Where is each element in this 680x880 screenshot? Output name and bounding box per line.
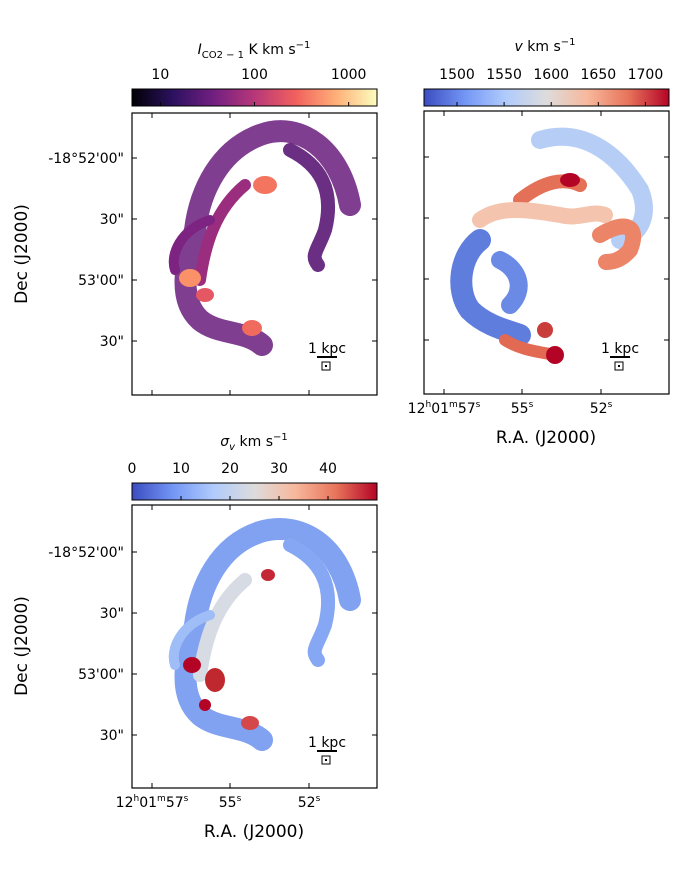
intensity-knot-west	[179, 269, 201, 287]
beam-dispersion	[325, 759, 327, 761]
dispersion-arm-outer	[174, 518, 361, 751]
colorbar-tick-label: 10	[172, 461, 190, 477]
colorbar-tick-label: 20	[221, 461, 239, 477]
dispersion-arm-ne	[283, 538, 336, 667]
dispersion-knot-west	[183, 657, 201, 673]
map-intensity-frame	[131, 112, 378, 396]
map-dispersion-ticks: -18°52'00" 30" 53'00" 30" 12h01m57s 55s 52s	[48, 505, 377, 811]
velocity-knot-south	[546, 346, 564, 364]
intensity-arm-inner	[194, 179, 251, 286]
colorbar-tick-label: 10	[151, 67, 169, 83]
colorbar-title-velocity: v km s−1	[515, 37, 576, 55]
colorbar-dispersion: 0 10 20 30 40	[128, 461, 378, 501]
velocity-bar	[472, 202, 613, 228]
ra-tick-label: 52s	[298, 794, 321, 811]
ra-tick-label: 55s	[511, 400, 534, 417]
dec-tick-label: 53'00"	[78, 667, 124, 683]
map-dispersion: 1 kpc -18°52'00" 30" 53'00" 30" 12h01m57s 55s…	[48, 504, 378, 811]
ra-tick-label: 52s	[590, 400, 613, 417]
beam-velocity	[618, 365, 620, 367]
colorbar-velocity-ticks: 1500 1550 1600 1650 1700	[439, 67, 663, 106]
dispersion-knot-center	[205, 668, 225, 692]
dec-tick-label: 30"	[100, 334, 124, 350]
colorbar-tick-label: 1000	[331, 67, 367, 83]
xlabel-dispersion: R.A. (J2000)	[204, 822, 304, 842]
beam-dispersion-box	[321, 755, 331, 765]
colorbar-dispersion-ticks: 0 10 20 30 40	[128, 461, 337, 500]
intensity-arm-outer-ne	[283, 143, 336, 272]
colorbar-tick-label: 40	[319, 461, 337, 477]
dec-tick-label: -18°52'00"	[48, 151, 124, 167]
ylabel-dispersion: Dec (J2000)	[12, 596, 32, 696]
colorbar-dispersion-gradient	[132, 483, 377, 500]
dispersion-emission	[168, 518, 361, 751]
scale-bar-intensity-label: 1 kpc	[308, 341, 346, 357]
panel-dispersion: σv km s−1 0 10 20 30 40 1 kpc	[48, 432, 378, 842]
colorbar-intensity-gradient	[132, 89, 377, 106]
ylabel-intensity: Dec (J2000)	[12, 204, 32, 304]
velocity-knot-north	[560, 173, 580, 187]
colorbar-tick-label: 0	[128, 461, 137, 477]
colorbar-title-dispersion: σv km s−1	[220, 432, 288, 453]
dispersion-arm-west	[168, 610, 215, 670]
ra-tick-label: 12h01m57s	[408, 400, 481, 417]
colorbar-tick-label: 30	[270, 461, 288, 477]
dec-tick-label: -18°52'00"	[48, 545, 124, 561]
dispersion-knot-south	[241, 716, 259, 730]
beam-velocity-box	[614, 361, 624, 371]
intensity-knot-south	[242, 320, 262, 336]
colorbar-dispersion-frame	[131, 482, 378, 501]
ra-tick-label: 55s	[219, 794, 242, 811]
colorbar-title-intensity: ICO2 − 1 K km s−1	[198, 40, 311, 61]
intensity-knot-north	[253, 176, 277, 194]
scale-bar-intensity: 1 kpc	[308, 341, 346, 371]
map-velocity: 1 kpc 12h01m57s 55s 52s	[408, 110, 670, 417]
colorbar-velocity: 1500 1550 1600 1650 1700	[423, 67, 670, 107]
colorbar-tick-label: 1600	[533, 67, 569, 83]
dec-tick-label: 30"	[100, 212, 124, 228]
map-intensity-ticks: -18°52'00" 30" 53'00" 30"	[48, 113, 377, 395]
intensity-bar-west	[168, 215, 215, 275]
dispersion-knot-southwest	[199, 699, 211, 711]
scale-bar-velocity: 1 kpc	[601, 341, 639, 371]
colorbar-intensity: 10 100 1000	[131, 67, 378, 107]
colorbar-velocity-gradient	[424, 89, 669, 106]
velocity-knot-southwest	[537, 322, 553, 338]
dispersion-bar	[193, 573, 252, 682]
colorbar-intensity-ticks: 10 100 1000	[151, 67, 366, 106]
scale-bar-dispersion: 1 kpc	[308, 735, 346, 765]
ra-tick-label: 12h01m57s	[116, 794, 189, 811]
velocity-center	[491, 251, 528, 314]
dec-tick-label: 30"	[100, 606, 124, 622]
velocity-arm-ne	[592, 218, 642, 270]
beam-intensity-box	[321, 361, 331, 371]
velocity-emission	[450, 127, 653, 364]
colorbar-tick-label: 1650	[581, 67, 617, 83]
colorbar-tick-label: 100	[241, 67, 268, 83]
map-velocity-frame	[423, 110, 670, 395]
colorbar-tick-label: 1700	[628, 67, 664, 83]
scale-bar-dispersion-label: 1 kpc	[308, 735, 346, 751]
intensity-emission	[168, 120, 361, 356]
map-intensity: 1 kpc -18°52'00" 30" 53'00" 30"	[48, 112, 378, 396]
colorbar-tick-label: 1550	[486, 67, 522, 83]
map-velocity-ticks: 12h01m57s 55s 52s	[408, 111, 669, 417]
dec-tick-label: 53'00"	[78, 273, 124, 289]
colorbar-velocity-frame	[423, 88, 670, 107]
colorbar-tick-label: 1500	[439, 67, 475, 83]
xlabel-velocity: R.A. (J2000)	[496, 428, 596, 448]
map-dispersion-frame	[131, 504, 378, 789]
panel-intensity: ICO2 − 1 K km s−1 10 100 1000 1 kpc	[48, 40, 378, 396]
dec-tick-label: 30"	[100, 728, 124, 744]
intensity-knot-center	[196, 288, 214, 302]
velocity-arm-west	[450, 229, 531, 346]
intensity-arm-outer	[174, 120, 361, 356]
panel-velocity: v km s−1 1500 1550 1600 1650 1700 1 kp	[408, 37, 670, 448]
dispersion-knot-north	[261, 569, 275, 581]
scale-bar-velocity-label: 1 kpc	[601, 341, 639, 357]
beam-intensity	[325, 365, 327, 367]
